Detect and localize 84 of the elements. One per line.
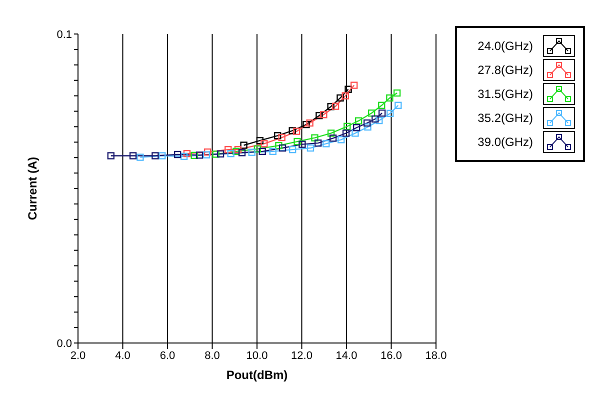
point bbox=[329, 134, 337, 142]
point bbox=[306, 144, 314, 152]
point bbox=[183, 150, 191, 158]
point bbox=[107, 152, 114, 160]
point bbox=[352, 124, 360, 132]
y-tick-label: 0.0 bbox=[56, 338, 72, 350]
point bbox=[293, 128, 300, 135]
legend-label: 39.0(GHz) bbox=[476, 135, 533, 149]
point bbox=[322, 140, 330, 148]
point bbox=[196, 152, 204, 159]
point bbox=[336, 94, 344, 102]
point bbox=[254, 145, 262, 153]
point bbox=[342, 130, 350, 137]
point bbox=[363, 119, 371, 127]
x-tick-label: 16.0 bbox=[380, 350, 402, 362]
point bbox=[386, 94, 394, 102]
point bbox=[224, 146, 232, 154]
point bbox=[320, 111, 328, 118]
point bbox=[354, 117, 362, 124]
x-axis-title: Pout(dBm) bbox=[226, 368, 288, 382]
point bbox=[302, 120, 310, 128]
point bbox=[394, 102, 402, 109]
point bbox=[393, 89, 401, 97]
point bbox=[202, 151, 210, 158]
point bbox=[376, 116, 383, 124]
point bbox=[311, 134, 318, 142]
point bbox=[152, 152, 159, 160]
point bbox=[204, 148, 212, 156]
y-tick-label: 0.1 bbox=[56, 28, 72, 41]
x-tick-label: 14.0 bbox=[336, 350, 358, 362]
point bbox=[129, 152, 137, 160]
point bbox=[227, 150, 234, 158]
point bbox=[136, 154, 144, 161]
point bbox=[332, 102, 340, 110]
point bbox=[256, 137, 264, 144]
point bbox=[174, 150, 182, 158]
x-tick-label: 4.0 bbox=[115, 350, 130, 362]
point bbox=[378, 102, 386, 109]
legend-label: 31.5(GHz) bbox=[476, 87, 533, 101]
point bbox=[238, 149, 246, 156]
x-tick-label: 10.0 bbox=[246, 350, 268, 362]
point bbox=[344, 122, 351, 130]
point bbox=[274, 132, 282, 140]
point bbox=[342, 92, 349, 100]
point bbox=[327, 103, 334, 110]
x-tick-label: 2.0 bbox=[70, 350, 86, 362]
x-tick-label: 8.0 bbox=[204, 350, 220, 362]
point bbox=[258, 148, 266, 156]
legend-label: 27.8(GHz) bbox=[476, 63, 533, 77]
point bbox=[212, 150, 220, 158]
x-tick-label: 6.0 bbox=[160, 350, 176, 362]
legend-label: 24.0(GHz) bbox=[476, 39, 533, 53]
point bbox=[260, 140, 268, 148]
point bbox=[338, 136, 345, 144]
point bbox=[275, 142, 282, 150]
point bbox=[386, 110, 394, 118]
point bbox=[364, 123, 372, 131]
point bbox=[378, 110, 386, 117]
point bbox=[298, 140, 306, 148]
y-axis-title: Current (A) bbox=[25, 156, 40, 220]
point bbox=[368, 110, 376, 117]
point bbox=[288, 127, 296, 134]
point bbox=[216, 150, 224, 158]
point bbox=[306, 119, 314, 127]
point bbox=[314, 139, 322, 147]
point bbox=[344, 86, 352, 93]
point bbox=[248, 148, 256, 156]
point bbox=[352, 130, 359, 137]
x-tick-label: 18.0 bbox=[425, 350, 447, 362]
point bbox=[327, 130, 335, 137]
legend-label: 35.2(GHz) bbox=[476, 111, 533, 125]
point bbox=[240, 142, 248, 149]
point bbox=[180, 152, 188, 160]
point bbox=[316, 112, 323, 120]
point bbox=[372, 115, 379, 123]
point bbox=[278, 144, 286, 152]
point bbox=[350, 82, 358, 89]
point bbox=[288, 146, 296, 154]
point bbox=[278, 134, 286, 142]
point bbox=[158, 152, 166, 160]
point bbox=[269, 148, 276, 156]
point bbox=[190, 152, 198, 160]
x-tick-label: 12.0 bbox=[291, 350, 312, 362]
point bbox=[294, 138, 301, 146]
